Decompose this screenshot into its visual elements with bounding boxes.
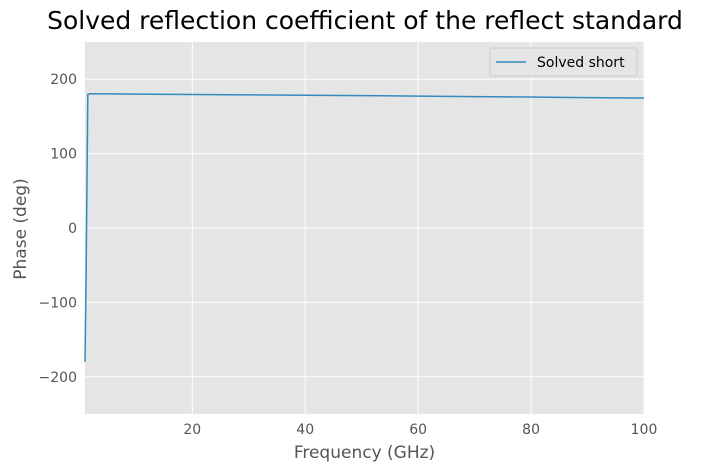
x-tick-label: 40	[296, 422, 314, 438]
x-tick-label: 80	[522, 422, 540, 438]
x-tick-label: 60	[409, 422, 427, 438]
legend: Solved short	[489, 47, 638, 77]
y-axis-label: Phase (deg)	[11, 178, 31, 279]
x-tick-label: 100	[631, 422, 658, 438]
legend-box	[489, 47, 638, 77]
y-tick-label: 200	[50, 72, 77, 88]
series-line-solved-short	[84, 92, 645, 362]
y-tick-label: 0	[68, 221, 77, 237]
x-axis-label: Frequency (GHz)	[294, 443, 435, 463]
y-tick-label: 100	[50, 147, 77, 163]
y-tick-labels: −200 −100 0 100 200	[39, 72, 77, 386]
y-tick-label: −200	[39, 370, 77, 386]
y-grid	[85, 78, 644, 378]
chart-title: Solved reflection coefficient of the ref…	[47, 6, 683, 35]
legend-label-solved-short: Solved short	[537, 55, 625, 71]
series-group	[84, 92, 645, 362]
x-tick-label: 20	[183, 422, 201, 438]
y-tick-label: −100	[39, 295, 77, 311]
x-tick-labels: 20 40 60 80 100	[183, 422, 657, 438]
